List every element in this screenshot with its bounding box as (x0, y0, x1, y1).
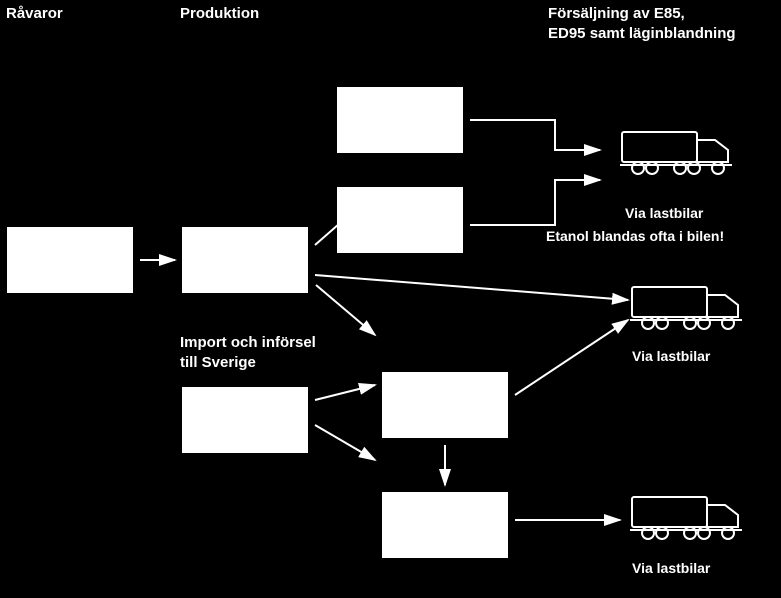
arrow-6 (315, 425, 375, 460)
box-import (180, 385, 310, 455)
caption-via-2: Via lastbilar (632, 348, 710, 364)
box-mid (380, 370, 510, 440)
header-forsaljning-l2: ED95 samt läginblandning (548, 24, 736, 44)
header-forsaljning-l1: Försäljning av E85, (548, 4, 685, 24)
label-import-l1: Import och införsel (180, 333, 316, 353)
truck-icon-1 (620, 120, 740, 185)
box-top-a (335, 85, 465, 155)
box-bottom (380, 490, 510, 560)
arrow-3 (315, 275, 628, 300)
box-ravara (5, 225, 135, 295)
truck-icon-3 (630, 485, 750, 550)
label-import-l2: till Sverige (180, 353, 256, 373)
header-ravaror: Råvaror (6, 4, 63, 24)
arrow-elbow-2 (470, 180, 600, 225)
truck-icon-2 (630, 275, 750, 340)
arrow-elbow-1 (470, 120, 600, 150)
header-produktion: Produktion (180, 4, 259, 24)
caption-via-1: Via lastbilar (625, 205, 703, 221)
arrow-7 (515, 320, 628, 395)
arrow-4 (316, 285, 375, 335)
box-produktion (180, 225, 310, 295)
caption-via-3: Via lastbilar (632, 560, 710, 576)
arrow-5 (315, 385, 375, 400)
caption-etanol: Etanol blandas ofta i bilen! (546, 228, 724, 244)
box-top-b (335, 185, 465, 255)
